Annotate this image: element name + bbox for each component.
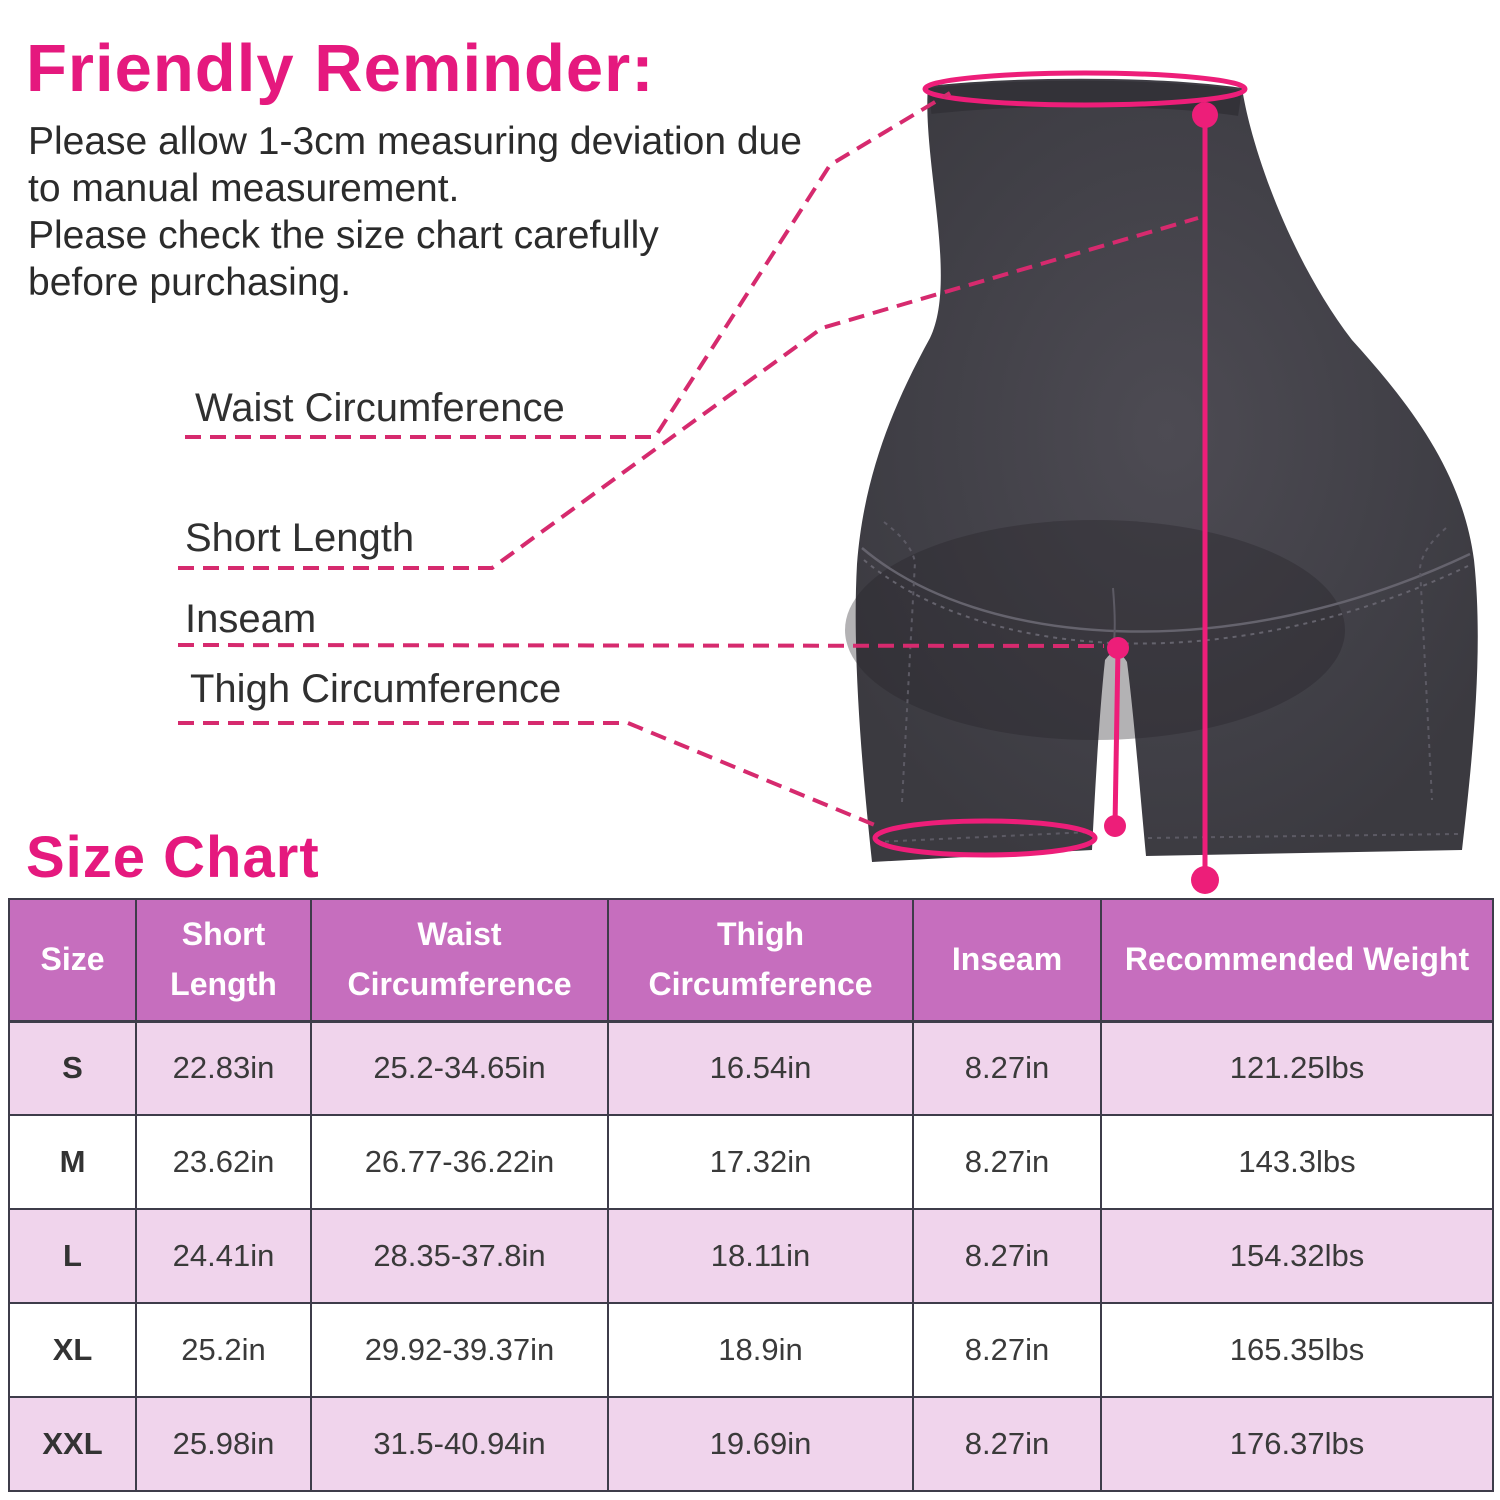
cell-thigh: 18.11in — [607, 1208, 914, 1304]
belly-seam — [861, 547, 1471, 633]
table-row-xl: XL 25.2in 29.92-39.37in 18.9in 8.27in 16… — [8, 1302, 1494, 1398]
short-length-top-dot — [1192, 102, 1218, 128]
cell-weight: 143.3lbs — [1100, 1114, 1494, 1210]
reminder-line: Please allow 1-3cm measuring deviation d… — [28, 120, 802, 163]
cell-size: S — [8, 1020, 137, 1116]
cell-waist: 28.35-37.8in — [310, 1208, 609, 1304]
cell-short-length: 24.41in — [135, 1208, 312, 1304]
cell-weight: 176.37lbs — [1100, 1396, 1494, 1492]
callout-inseam-label: Inseam — [185, 597, 317, 641]
cell-thigh: 18.9in — [607, 1302, 914, 1398]
cell-size: L — [8, 1208, 137, 1304]
column-header-inseam: Inseam — [912, 898, 1102, 1023]
column-header-short-length: Short Length — [135, 898, 312, 1023]
cell-waist: 29.92-39.37in — [310, 1302, 609, 1398]
waist-callout-line — [185, 91, 952, 439]
column-header-weight: Recommended Weight — [1100, 898, 1494, 1023]
cell-inseam: 8.27in — [912, 1302, 1102, 1398]
callout-lines — [177, 91, 1199, 830]
right-pocket-seam — [1418, 527, 1447, 801]
cell-inseam: 8.27in — [912, 1208, 1102, 1304]
short-length-callout-line — [178, 216, 1199, 570]
cell-size: M — [8, 1114, 137, 1210]
size-chart-table: Size Short Length Waist Circumference Th… — [8, 898, 1494, 1492]
cell-size: XXL — [8, 1396, 137, 1492]
reminder-line: Please check the size chart carefully — [28, 214, 659, 257]
friendly-reminder-title: Friendly Reminder: — [26, 31, 655, 106]
measurement-marks — [872, 70, 1248, 880]
cell-waist: 26.77-36.22in — [310, 1114, 609, 1210]
table-row-s: S 22.83in 25.2-34.65in 16.54in 8.27in 12… — [8, 1020, 1494, 1116]
reminder-text: Please allow 1-3cm measuring deviation d… — [28, 118, 888, 306]
cell-inseam: 8.27in — [912, 1020, 1102, 1116]
cell-weight: 154.32lbs — [1100, 1208, 1494, 1304]
thigh-ellipse — [872, 818, 1098, 858]
cell-waist: 25.2-34.65in — [310, 1020, 609, 1116]
cell-inseam: 8.27in — [912, 1396, 1102, 1492]
callout-short-length-label: Short Length — [185, 516, 415, 560]
header-row: Size Short Length Waist Circumference Th… — [8, 898, 1494, 1023]
cell-thigh: 16.54in — [607, 1020, 914, 1116]
belly-seam-stitch — [863, 559, 1469, 645]
short-length-bottom-dot — [1191, 866, 1219, 894]
cell-weight: 121.25lbs — [1100, 1020, 1494, 1116]
inseam-line — [1112, 647, 1121, 827]
size-chart-title: Size Chart — [26, 825, 320, 890]
cell-short-length: 25.98in — [135, 1396, 312, 1492]
callout-waist-label: Waist Circumference — [195, 386, 565, 430]
inseam-callout-line — [177, 643, 1105, 648]
cell-thigh: 17.32in — [607, 1114, 914, 1210]
callout-thigh-label: Thigh Circumference — [190, 667, 562, 711]
cell-short-length: 23.62in — [135, 1114, 312, 1210]
cell-weight: 165.35lbs — [1100, 1302, 1494, 1398]
right-hem-stitch — [1147, 833, 1459, 839]
shorts-photo — [845, 78, 1478, 863]
reminder-line: to manual measurement. — [28, 167, 460, 210]
reminder-line: before purchasing. — [28, 261, 352, 304]
cell-thigh: 19.69in — [607, 1396, 914, 1492]
table-row-l: L 24.41in 28.35-37.8in 18.11in 8.27in 15… — [8, 1208, 1494, 1304]
inseam-bottom-dot — [1104, 815, 1126, 837]
cell-short-length: 22.83in — [135, 1020, 312, 1116]
cell-waist: 31.5-40.94in — [310, 1396, 609, 1492]
cell-short-length: 25.2in — [135, 1302, 312, 1398]
waist-ellipse — [922, 70, 1248, 108]
thigh-callout-line — [178, 721, 883, 830]
column-header-size: Size — [8, 898, 137, 1023]
column-header-waist: Waist Circumference — [310, 898, 609, 1023]
table-row-xxl: XXL 25.98in 31.5-40.94in 19.69in 8.27in … — [8, 1396, 1494, 1492]
shorts-body — [855, 78, 1478, 863]
column-header-thigh: Thigh Circumference — [607, 898, 914, 1023]
table-row-m: M 23.62in 26.77-36.22in 17.32in 8.27in 1… — [8, 1114, 1494, 1210]
cell-size: XL — [8, 1302, 137, 1398]
cell-inseam: 8.27in — [912, 1114, 1102, 1210]
measurement-dots — [1104, 102, 1219, 894]
inseam-top-dot — [1107, 637, 1129, 659]
